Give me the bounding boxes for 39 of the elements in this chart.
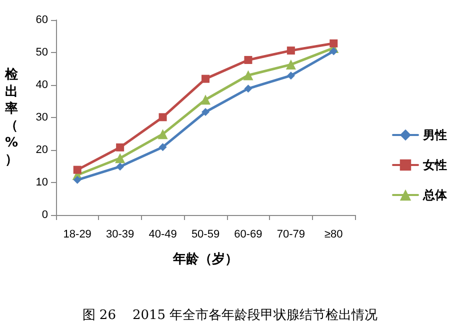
- x-tick-label: 50-59: [191, 228, 220, 240]
- point: [200, 94, 210, 105]
- point: [116, 162, 124, 171]
- point: [330, 47, 338, 56]
- point: [244, 56, 252, 64]
- caption: 图 26 2015 年全市各年龄段甲状腺结节检出情况: [82, 308, 378, 323]
- point: [73, 166, 82, 174]
- x-tick-label: ≥80: [324, 228, 343, 240]
- y-tick-label: 0: [42, 209, 48, 221]
- x-tick-label: 40-49: [148, 228, 177, 240]
- point: [158, 113, 167, 122]
- legend-label: 总体: [422, 188, 448, 202]
- y-tick-label: 30: [36, 112, 48, 124]
- point: [115, 153, 126, 164]
- point: [244, 84, 252, 93]
- y-tick-label: 20: [36, 144, 48, 156]
- point: [158, 143, 167, 152]
- point: [202, 74, 210, 83]
- x-tick-label: 18-29: [63, 228, 92, 240]
- point: [116, 143, 124, 152]
- point: [330, 39, 338, 48]
- legend-label: 女性: [422, 158, 447, 172]
- point: [286, 46, 295, 55]
- x-tick-label: 30-39: [106, 228, 134, 240]
- y-tick-label: 50: [36, 46, 48, 58]
- x-tick-label: 60-69: [234, 228, 262, 240]
- y-tick-label: 60: [36, 14, 48, 26]
- point: [202, 108, 210, 116]
- point: [243, 70, 254, 80]
- legend-label: 男性: [422, 128, 447, 142]
- point: [73, 176, 82, 184]
- point: [286, 72, 295, 80]
- y-axis-title: 检出率（%）: [4, 68, 19, 168]
- y-tick-label: 40: [36, 79, 48, 91]
- point: [286, 60, 296, 70]
- y-tick-label: 10: [36, 176, 48, 188]
- x-axis-title: 年龄（岁）: [172, 252, 238, 267]
- x-tick-label: 70-79: [276, 228, 305, 240]
- point: [158, 129, 168, 140]
